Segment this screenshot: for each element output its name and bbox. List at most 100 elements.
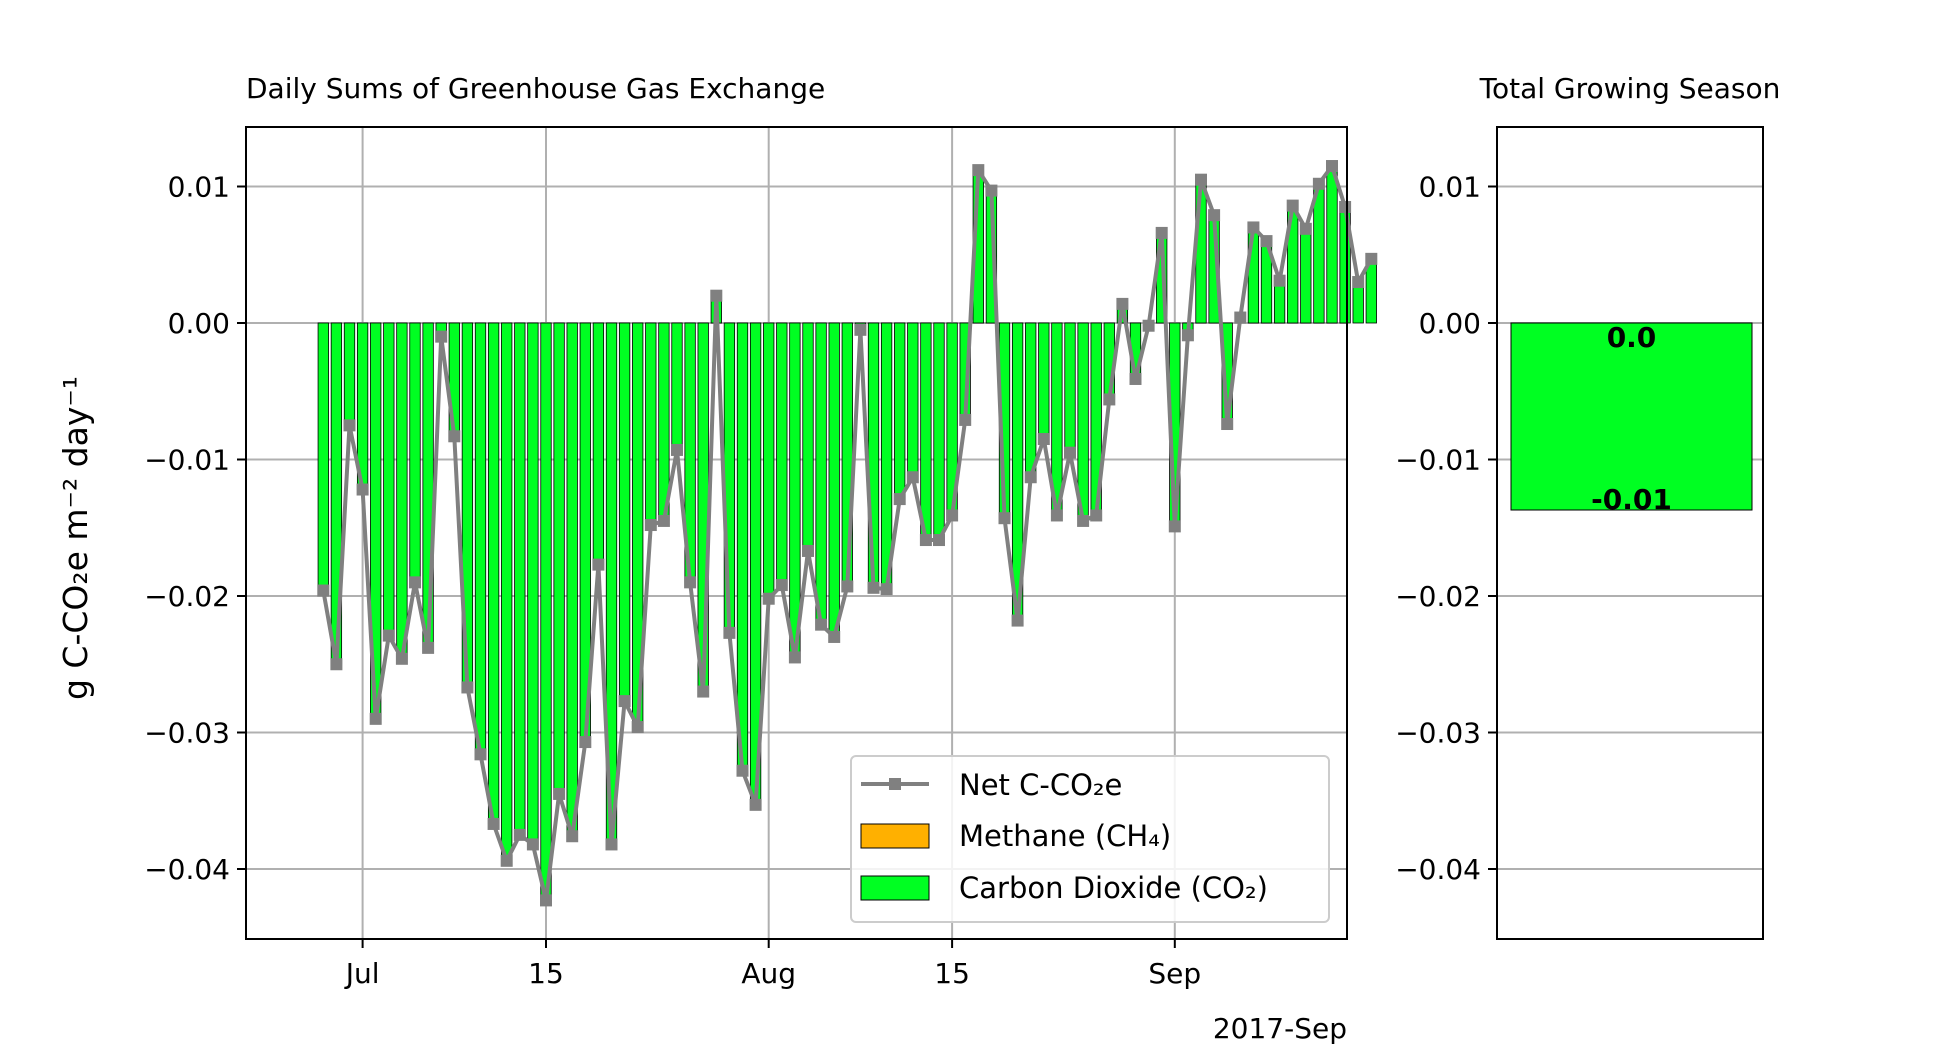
co2-bar [894,322,906,500]
net-marker [1208,209,1221,222]
net-marker [880,583,893,596]
daily-x-axis: Jul 15 Aug 15 Sep [344,939,1201,990]
daily-panel-title: Daily Sums of Greenhouse Gas Exchange [246,72,825,105]
net-marker [1050,509,1063,522]
y-tick-label: −0.01 [1395,444,1481,477]
y-tick-label: −0.04 [144,853,230,886]
y-axis-label: g C-CO₂e m⁻² day⁻¹ [56,376,95,700]
net-marker [762,592,775,605]
net-marker [1155,226,1168,239]
net-marker [553,787,566,800]
net-marker [854,323,867,336]
y-tick-label: 0.01 [168,171,230,204]
total-panel: Total Growing Season 0.0 -0.01 0.01 0.00 −0… [1395,72,1781,940]
co2-bar [1326,165,1338,324]
co2-bar [1273,280,1286,324]
y-tick-label: −0.02 [144,580,230,613]
net-marker [1024,471,1037,484]
co2-bar [671,322,683,451]
total-y-axis: 0.01 0.00 −0.01 −0.02 −0.03 −0.04 [1395,171,1497,886]
net-marker [435,330,448,343]
co2-bar [815,322,827,626]
net-marker [500,854,513,867]
net-marker [317,584,330,597]
net-marker [985,184,998,197]
co2-bar [487,322,500,825]
net-marker [1299,222,1312,235]
net-marker [526,838,539,851]
daily-panel: Daily Sums of Greenhouse Gas Exchange 0.… [56,72,1378,1045]
co2-bar [645,322,657,526]
legend-co2-swatch [860,875,930,901]
co2-bar [789,322,801,658]
total-bar-label: -0.01 [1591,483,1672,516]
y-tick-label: −0.03 [1395,717,1481,750]
net-marker [1286,199,1299,212]
net-marker [697,685,710,698]
net-marker [1103,393,1116,406]
net-marker [959,413,972,426]
net-marker [513,828,526,841]
co2-bar [1038,322,1050,440]
co2-bar [383,322,395,636]
net-marker [343,419,356,432]
net-marker [933,534,945,547]
daily-plot-frame [245,126,1348,940]
net-marker [605,838,618,851]
net-marker [1116,297,1129,310]
net-marker [409,576,421,589]
co2-bar [828,322,840,638]
legend-methane-swatch [860,823,930,849]
net-marker [422,641,435,654]
net-marker [710,289,723,302]
net-marker [1168,520,1181,533]
co2-bar [1300,228,1312,324]
net-marker [671,443,683,456]
y-tick-label: −0.03 [144,717,230,750]
net-marker [972,164,985,177]
net-marker [1037,433,1050,446]
co2-bar [343,322,356,426]
co2-bar [501,322,513,862]
total-grid [1497,185,1763,870]
legend-net-label: Net C-CO₂e [959,768,1122,802]
net-marker [369,712,382,725]
co2-bar [409,322,421,583]
co2-bar [1313,183,1325,324]
co2-bar [540,322,552,901]
net-marker [736,764,749,777]
legend-methane-label: Methane (CH₄) [959,819,1171,853]
net-marker [841,580,854,593]
net-marker [1339,200,1352,213]
net-marker [1260,235,1273,248]
co2-bar [880,322,893,590]
co2-bar [802,322,814,552]
net-marker [487,817,500,830]
x-tick-label: 15 [528,957,564,990]
net-marker [775,579,788,592]
co2-bar [933,322,945,541]
net-marker [684,576,697,589]
net-marker [566,830,579,843]
co2-bar [920,322,932,541]
net-marker [1247,221,1260,234]
net-marker [356,483,369,496]
total-panel-title: Total Growing Season [1479,72,1781,105]
x-tick-label: Aug [741,957,796,990]
y-tick-label: 0.00 [168,307,230,340]
daily-y-axis: 0.01 0.00 −0.01 −0.02 −0.03 −0.04 [144,171,246,886]
legend-box [850,755,1330,923]
net-marker [1064,446,1076,459]
co2-bar [736,322,749,772]
legend: Net C-CO₂e Methane (CH₄) Carbon Dioxide … [850,755,1330,923]
co2-bar [514,322,526,836]
net-marker [461,681,474,694]
net-marker [815,618,828,631]
net-marker [1273,274,1286,287]
y-tick-label: −0.01 [144,444,230,477]
co2-bar [776,322,788,586]
co2-bar [763,322,775,600]
net-marker [867,581,880,594]
net-marker [1365,252,1378,265]
